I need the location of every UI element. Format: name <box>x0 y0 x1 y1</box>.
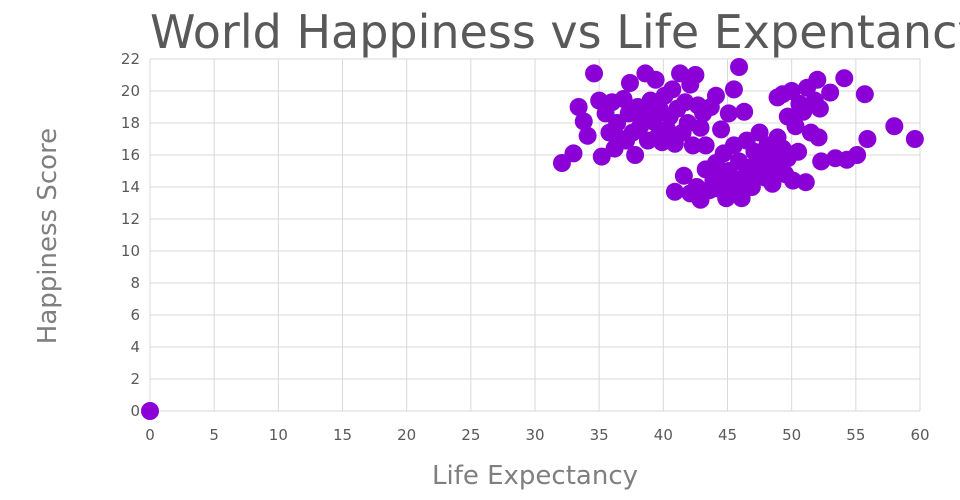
data-point <box>796 173 815 192</box>
data-point <box>674 166 693 185</box>
y-tick-label: 18 <box>121 114 140 132</box>
y-tick-label: 12 <box>121 210 140 228</box>
x-tick-label: 0 <box>145 426 155 444</box>
data-point <box>848 146 867 164</box>
x-tick-label: 20 <box>397 426 416 444</box>
data-point <box>789 142 808 161</box>
data-point <box>614 90 633 108</box>
data-points <box>141 58 924 420</box>
data-point <box>855 85 874 104</box>
data-point <box>141 402 159 420</box>
data-point <box>905 130 924 148</box>
data-point <box>569 98 588 116</box>
data-point <box>858 130 877 148</box>
y-tick-label: 0 <box>130 402 140 420</box>
data-point <box>585 64 604 83</box>
data-point <box>730 58 749 76</box>
x-tick-label: 55 <box>846 426 865 444</box>
data-point <box>735 102 754 121</box>
data-point <box>821 83 840 102</box>
data-point <box>578 126 597 145</box>
x-tick-label: 50 <box>782 426 801 444</box>
data-point <box>663 80 682 99</box>
data-point <box>885 117 904 136</box>
data-point <box>686 66 705 84</box>
y-tick-label: 8 <box>130 274 140 292</box>
data-point <box>719 104 738 123</box>
x-tick-label: 25 <box>461 426 480 444</box>
data-point <box>665 182 684 201</box>
data-point <box>810 99 829 118</box>
x-tick-label: 10 <box>269 426 288 444</box>
data-point <box>812 152 831 171</box>
x-tick-label: 35 <box>590 426 609 444</box>
data-point <box>592 147 611 166</box>
tick-labels: 0 2 4 6 8 10 12 14 16 18 20 22 0 5 10 15 20 25 30 35 40 45 50 5… <box>121 50 930 444</box>
data-point <box>574 112 593 131</box>
y-tick-label: 4 <box>130 338 140 356</box>
data-point <box>691 118 710 137</box>
data-point <box>696 136 715 155</box>
data-point <box>786 117 805 136</box>
y-tick-label: 22 <box>121 50 140 68</box>
y-tick-label: 20 <box>121 82 140 100</box>
chart-title: World Happiness vs Life Expentancy <box>150 5 960 59</box>
data-point <box>620 74 639 92</box>
x-tick-label: 40 <box>654 426 673 444</box>
x-tick-label: 15 <box>333 426 352 444</box>
y-tick-label: 6 <box>130 306 140 324</box>
y-tick-label: 14 <box>121 178 140 196</box>
data-point <box>835 69 854 88</box>
data-point <box>706 86 725 105</box>
data-point <box>646 70 665 89</box>
data-point <box>564 144 583 163</box>
data-point <box>809 128 828 147</box>
x-tick-label: 5 <box>209 426 219 444</box>
data-point <box>794 102 813 121</box>
data-point <box>712 120 731 139</box>
y-tick-label: 10 <box>121 242 140 260</box>
y-tick-label: 16 <box>121 146 140 164</box>
y-tick-label: 2 <box>130 370 140 388</box>
data-point <box>808 70 827 89</box>
x-tick-label: 60 <box>910 426 929 444</box>
x-tick-label: 30 <box>525 426 544 444</box>
data-point <box>724 80 743 99</box>
data-point <box>626 146 645 164</box>
x-axis-title: Life Expectancy <box>431 461 639 491</box>
data-point <box>683 136 702 155</box>
data-point <box>742 178 761 196</box>
x-tick-label: 45 <box>718 426 737 444</box>
